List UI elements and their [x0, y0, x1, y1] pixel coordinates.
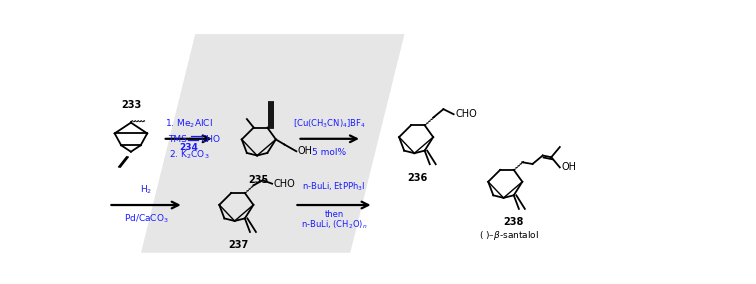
Text: OH: OH: [562, 162, 576, 172]
Text: then: then: [324, 210, 343, 220]
Text: CHO: CHO: [200, 135, 221, 144]
Text: TMS: TMS: [168, 135, 187, 144]
Text: ( )–$\beta$-santalol: ( )–$\beta$-santalol: [479, 229, 539, 242]
Text: 238: 238: [503, 217, 524, 227]
Text: OH: OH: [298, 146, 313, 156]
Text: 235: 235: [249, 175, 269, 185]
Text: 237: 237: [228, 241, 248, 250]
Text: 234: 234: [180, 143, 199, 152]
Text: 2. K$_2$CO$_3$: 2. K$_2$CO$_3$: [169, 149, 209, 161]
Text: Pd/CaCO$_3$: Pd/CaCO$_3$: [124, 213, 169, 225]
Text: H$_2$: H$_2$: [141, 183, 153, 196]
Text: CHO: CHO: [455, 109, 477, 119]
Text: 5 mol%: 5 mol%: [312, 148, 346, 157]
Polygon shape: [141, 34, 404, 253]
Text: CHO: CHO: [274, 179, 296, 189]
Text: n-BuLi, (CH$_2$O)$_n$: n-BuLi, (CH$_2$O)$_n$: [301, 219, 367, 231]
Text: [Cu(CH$_3$CN)$_4$]BF$_4$: [Cu(CH$_3$CN)$_4$]BF$_4$: [293, 117, 366, 130]
Text: 1. Me$_2$AlCl: 1. Me$_2$AlCl: [165, 117, 213, 130]
Text: n-BuLi, EtPPh$_3$I: n-BuLi, EtPPh$_3$I: [302, 181, 366, 193]
Text: 236: 236: [407, 173, 428, 183]
Text: 233: 233: [121, 100, 141, 110]
